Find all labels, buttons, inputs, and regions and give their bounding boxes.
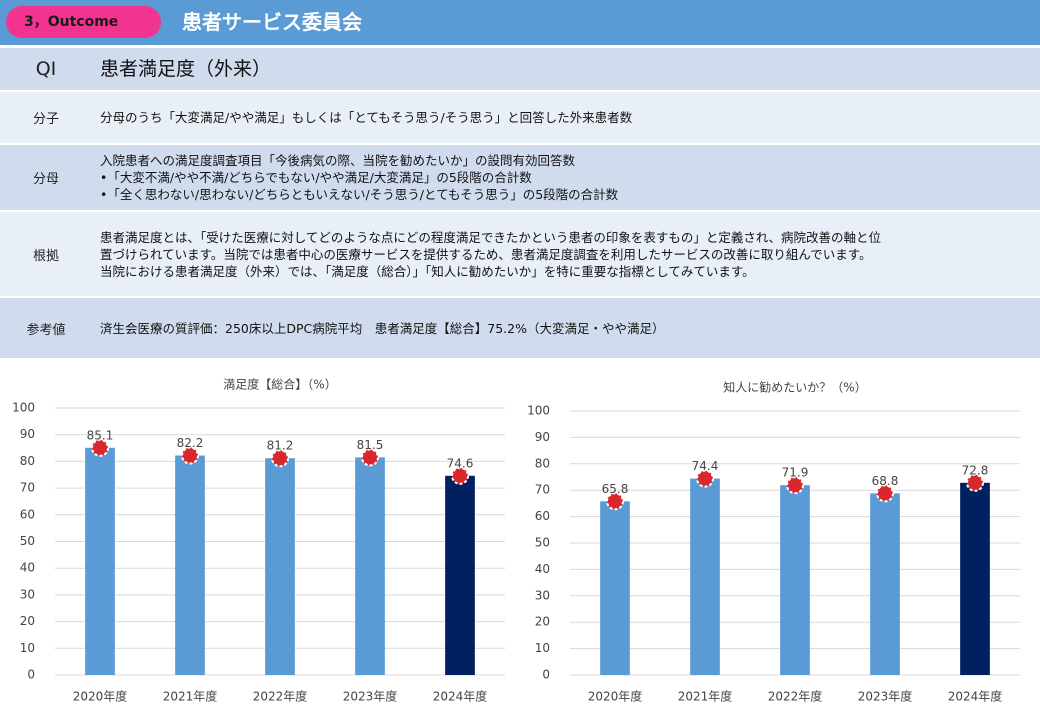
chart: 満足度【総合】（%） 0 10 20 30 40 50 60 70 80 90 100 2020年度 85… bbox=[12, 377, 505, 704]
table-row: 根拠 患者満足度とは、「受けた医療に対してどのような点にどの程度満足できたかという… bbox=[0, 212, 1040, 298]
bar-marker bbox=[696, 469, 714, 488]
y-tick-label: 70 bbox=[20, 481, 35, 495]
chart-title: 満足度【総合】（%） bbox=[223, 377, 336, 392]
row-text: 当院における患者満足度（外来）では、「満足度（総合）」「知人に勧めたいか」を特に… bbox=[100, 263, 755, 279]
row-text: 置づけられています。当院では患者中心の医療サービスを提供するため、患者満足度調査… bbox=[100, 246, 872, 262]
row-label: 参考値 bbox=[26, 322, 66, 338]
data-label: 74.4 bbox=[692, 459, 719, 473]
chart-title: 知人に勧めたいか？（%） bbox=[723, 381, 866, 395]
bar-marker bbox=[451, 466, 469, 485]
data-label: 65.8 bbox=[602, 482, 629, 496]
y-tick-label: 80 bbox=[20, 454, 35, 468]
row-text: 済生会医療の質評価：250床以上DPC病院平均 患者満足度【総合】75.2%（大… bbox=[100, 320, 665, 336]
y-tick-label: 30 bbox=[20, 587, 35, 601]
table-row: QI 患者満足度（外来） bbox=[0, 48, 1040, 92]
bar bbox=[780, 485, 810, 675]
y-tick-label: 30 bbox=[535, 588, 550, 602]
row-label: 根拠 bbox=[32, 248, 59, 264]
y-tick-label: 10 bbox=[535, 641, 550, 655]
x-tick-label: 2024年度 bbox=[433, 689, 488, 704]
x-tick-label: 2020年度 bbox=[73, 689, 128, 704]
y-tick-label: 90 bbox=[20, 427, 35, 441]
y-tick-label: 50 bbox=[20, 534, 35, 548]
x-tick-label: 2022年度 bbox=[768, 689, 823, 704]
y-tick-label: 60 bbox=[535, 509, 550, 523]
bar bbox=[265, 458, 295, 675]
bar bbox=[445, 475, 475, 675]
x-tick-label: 2022年度 bbox=[253, 689, 308, 704]
row-text: 入院患者への満足度調査項目「今後病気の際、当院を勧めたいか」の設問有効回答数 bbox=[100, 153, 576, 168]
x-tick-label: 2023年度 bbox=[343, 689, 398, 704]
y-tick-label: 10 bbox=[20, 641, 35, 655]
bar-marker bbox=[271, 449, 289, 468]
data-label: 68.8 bbox=[872, 474, 899, 488]
y-tick-label: 40 bbox=[535, 562, 550, 576]
bar bbox=[600, 501, 630, 675]
bar bbox=[960, 482, 990, 675]
bar bbox=[175, 455, 205, 675]
header-title: 患者サービス委員会 bbox=[182, 10, 362, 34]
y-tick-label: 50 bbox=[535, 536, 550, 550]
y-tick-label: 20 bbox=[20, 614, 35, 628]
bar bbox=[690, 478, 720, 675]
row-text: •「大変不満/やや不満/どちらでもない/やや満足/大変満足」の5段階の合計数 bbox=[100, 170, 532, 185]
x-tick-label: 2023年度 bbox=[858, 689, 913, 704]
y-tick-label: 0 bbox=[27, 668, 35, 682]
row-content: 患者満足度とは、「受けた医療に対してどのような点にどの程度満足できたかという患者… bbox=[92, 229, 881, 280]
row-label: QI bbox=[35, 58, 57, 80]
row-content: 分母のうち「大変満足/やや満足」もしくは「とてもそう思う/そう思う」と回答した外… bbox=[92, 109, 632, 126]
data-label: 85.1 bbox=[87, 428, 114, 442]
x-tick-label: 2020年度 bbox=[588, 689, 643, 704]
bar-marker bbox=[876, 484, 894, 503]
x-tick-label: 2024年度 bbox=[948, 689, 1003, 704]
data-label: 82.2 bbox=[177, 436, 204, 450]
bar bbox=[870, 493, 900, 675]
header: 3，Outcome 患者サービス委員会 bbox=[0, 0, 1040, 45]
row-text: 患者満足度（外来） bbox=[100, 57, 272, 80]
data-label: 72.8 bbox=[962, 463, 989, 477]
y-tick-label: 90 bbox=[535, 430, 550, 444]
bar-marker bbox=[966, 473, 984, 492]
chart: 知人に勧めたいか？（%） 0 10 20 30 40 50 60 70 80 90 100 2020年度… bbox=[527, 381, 1020, 704]
table-row: 参考値 済生会医療の質評価：250床以上DPC病院平均 患者満足度【総合】75.2… bbox=[0, 298, 1040, 360]
row-text: 分母のうち「大変満足/やや満足」もしくは「とてもそう思う/そう思う」と回答した外… bbox=[100, 110, 633, 125]
row-content: 入院患者への満足度調査項目「今後病気の際、当院を勧めたいか」の設問有効回答数 •「… bbox=[92, 152, 618, 203]
data-label: 81.5 bbox=[357, 438, 384, 452]
bar-marker bbox=[786, 476, 804, 495]
bar-marker bbox=[361, 448, 379, 467]
row-content: 済生会医療の質評価：250床以上DPC病院平均 患者満足度【総合】75.2%（大… bbox=[92, 320, 664, 337]
data-label: 71.9 bbox=[782, 466, 809, 480]
y-tick-label: 100 bbox=[527, 404, 550, 418]
data-label: 74.6 bbox=[447, 456, 474, 470]
bar bbox=[85, 447, 115, 675]
bar-marker bbox=[181, 446, 199, 465]
y-tick-label: 80 bbox=[535, 456, 550, 470]
bar-marker bbox=[91, 438, 109, 457]
y-tick-label: 20 bbox=[535, 615, 550, 629]
y-tick-label: 60 bbox=[20, 507, 35, 521]
y-tick-label: 70 bbox=[535, 483, 550, 497]
row-text: 患者満足度とは、「受けた医療に対してどのような点にどの程度満足できたかという患者… bbox=[100, 229, 882, 245]
table-row: 分母 入院患者への満足度調査項目「今後病気の際、当院を勧めたいか」の設問有効回答数… bbox=[0, 145, 1040, 212]
x-tick-label: 2021年度 bbox=[163, 689, 218, 704]
row-label: 分子 bbox=[32, 112, 59, 127]
x-tick-label: 2021年度 bbox=[678, 689, 733, 704]
bar-marker bbox=[606, 492, 624, 511]
row-content: 患者満足度（外来） bbox=[92, 57, 272, 80]
badge: 3，Outcome bbox=[6, 6, 161, 38]
y-tick-label: 40 bbox=[20, 561, 35, 575]
row-text: •「全く思わない/思わない/どちらともいえない/そう思う/とてもそう思う」の5段… bbox=[100, 187, 619, 202]
row-label: 分母 bbox=[32, 172, 59, 187]
y-tick-label: 0 bbox=[542, 668, 550, 682]
bar bbox=[355, 457, 385, 675]
data-label: 81.2 bbox=[267, 439, 294, 453]
table-row: 分子 分母のうち「大変満足/やや満足」もしくは「とてもそう思う/そう思う」と回答し… bbox=[0, 92, 1040, 145]
y-tick-label: 100 bbox=[12, 401, 35, 415]
